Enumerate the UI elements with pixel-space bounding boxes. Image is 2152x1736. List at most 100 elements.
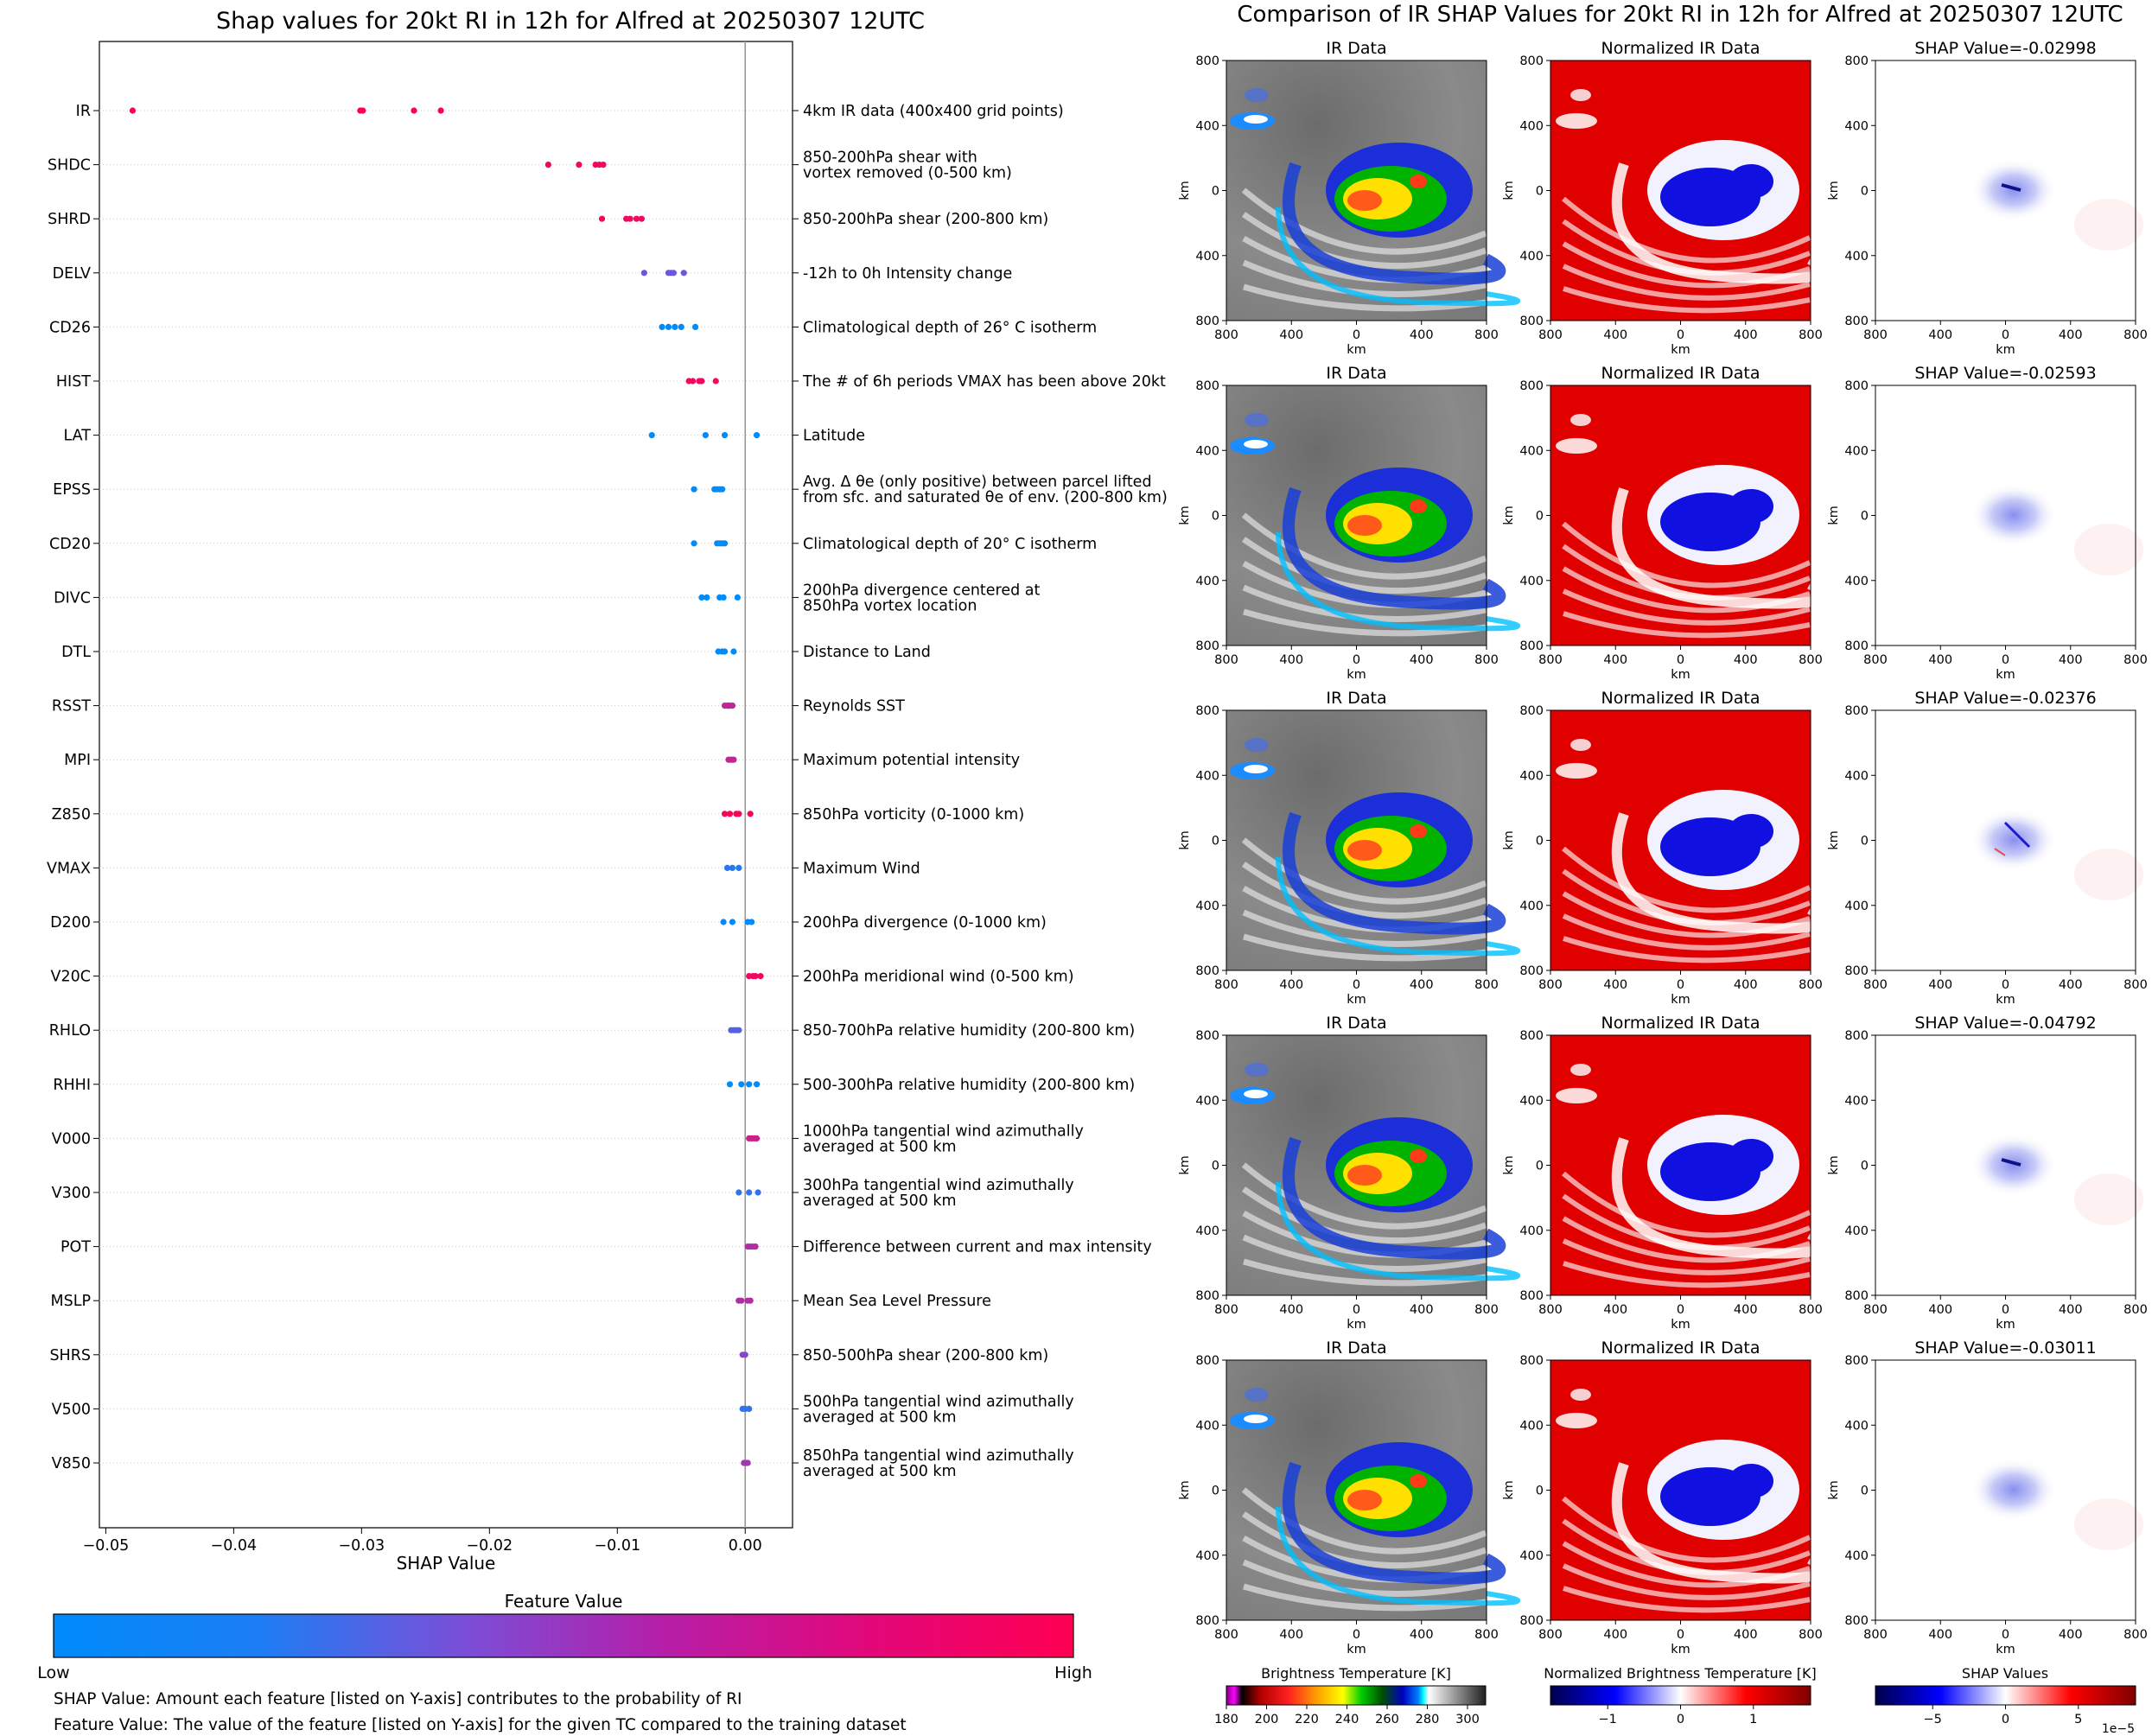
y-tick-label: 400 <box>1519 900 1544 913</box>
cloud-patch <box>1244 115 1268 124</box>
norm-cloud-patch <box>1556 763 1597 779</box>
rain-band <box>1283 486 1506 610</box>
y-axis-label: km <box>1178 506 1192 525</box>
x-axis-label: km <box>1347 343 1366 357</box>
x-tick-label: 0 <box>2002 1303 2009 1317</box>
x-tick-label: 400 <box>1603 1628 1627 1642</box>
norm-cloud-patch <box>1556 113 1597 129</box>
cloud-patch <box>1244 1090 1268 1098</box>
x-tick-label: 400 <box>1410 978 1434 992</box>
y-tick-label: 400 <box>1519 575 1544 588</box>
cloud-patch <box>1244 765 1268 773</box>
normalized-ir-panel: Normalized IR Data8008004004000040040080… <box>1502 39 1828 357</box>
normalized-ir-panel: Normalized IR Data8008004004000040040080… <box>1502 364 1828 682</box>
x-tick-label: 0 <box>1677 328 1684 342</box>
brightness-colorbar: Brightness Temperature [K] 180 200 220 240 2… <box>1214 1665 1487 1726</box>
feature-label: HIST <box>56 373 91 391</box>
shap-colorbar-title: SHAP Values <box>1962 1665 2048 1682</box>
x-tick-label: 400 <box>1928 1628 1952 1642</box>
y-tick-label: 800 <box>1519 704 1544 718</box>
rain-band <box>1283 162 1506 285</box>
feature-description: Climatological depth of 20° C isotherm <box>803 536 1097 553</box>
y-tick-label: 400 <box>1195 119 1219 133</box>
shap-point <box>738 1297 745 1304</box>
feature-label: D200 <box>50 914 91 932</box>
shap-point <box>757 973 764 980</box>
shap-point <box>691 540 697 547</box>
shap-point <box>753 1081 761 1088</box>
y-tick-label: 400 <box>1519 1094 1544 1108</box>
y-tick-label: 0 <box>1536 185 1544 199</box>
y-tick-label: 800 <box>1519 1289 1544 1303</box>
x-tick-label: 800 <box>2123 1628 2148 1642</box>
colorbar-tick-label: 1 <box>1749 1713 1757 1726</box>
feature-description: Maximum Wind <box>803 860 920 877</box>
feature-description: Distance to Land <box>803 644 931 661</box>
plot-area <box>99 41 793 1529</box>
y-tick-label: 0 <box>1861 835 1869 849</box>
normalized-colorbar-title: Normalized Brightness Temperature [K] <box>1544 1665 1817 1682</box>
x-tick-label: −0.02 <box>466 1537 513 1555</box>
shap-point <box>738 1081 745 1088</box>
shap-point <box>698 594 705 601</box>
y-axis-label: km <box>1502 1155 1516 1175</box>
y-tick-label: 400 <box>1844 769 1869 783</box>
shap-positive-streak <box>1994 848 2006 856</box>
feature-label: DIVC <box>54 589 91 607</box>
norm-cloud-patch <box>1570 1064 1591 1076</box>
storm-core <box>1410 175 1427 188</box>
feature-description: 500-300hPa relative humidity (200-800 km… <box>803 1077 1135 1094</box>
panel-title: IR Data <box>1326 364 1386 383</box>
x-tick-label: 800 <box>2123 1303 2148 1317</box>
x-axis-label: km <box>1671 1643 1690 1657</box>
x-tick-label: 800 <box>1863 1628 1888 1642</box>
shap-positive-area <box>2074 1498 2143 1550</box>
cloud-band <box>1241 537 1487 595</box>
x-tick-label: 0 <box>1353 1303 1360 1317</box>
x-tick-label: 400 <box>1279 328 1303 342</box>
y-axis-label: km <box>1178 1480 1192 1500</box>
y-tick-label: 0 <box>1212 1160 1219 1173</box>
feature-description: Reynolds SST <box>803 698 905 715</box>
x-tick-label: 800 <box>1799 328 1823 342</box>
panel-title: SHAP Value=-0.02998 <box>1914 39 2096 58</box>
shap-point <box>720 919 727 925</box>
cloud-band <box>1243 283 1487 312</box>
colorbar-tick-label: 200 <box>1255 1713 1279 1726</box>
x-tick-label: 400 <box>2059 978 2083 992</box>
feature-description: averaged at 500 km <box>803 1138 957 1155</box>
storm-core <box>1347 190 1382 211</box>
x-tick-label: 0 <box>2002 328 2009 342</box>
y-axis-label: km <box>1827 1480 1841 1500</box>
rain-band <box>1283 811 1506 935</box>
x-tick-label: 800 <box>1538 1628 1563 1642</box>
colorbar-tick-label: 240 <box>1335 1713 1359 1726</box>
x-tick-label: 0 <box>1677 1628 1684 1642</box>
shap-point <box>640 270 647 277</box>
norm-band <box>1611 1137 1828 1259</box>
rain-band <box>1276 531 1520 632</box>
shap-blob <box>1971 1134 2057 1196</box>
feature-label: SHDC <box>48 157 91 175</box>
y-tick-label: 400 <box>1519 769 1544 783</box>
shap-point <box>747 1297 754 1304</box>
feature-label: SHRS <box>49 1347 91 1364</box>
colorbar-tick-label: 180 <box>1214 1713 1238 1726</box>
shap-point <box>672 323 678 330</box>
x-tick-label: 800 <box>1538 653 1563 667</box>
shap-point <box>729 919 736 925</box>
y-tick-label: 800 <box>1195 964 1219 978</box>
x-axis-label: km <box>1347 1643 1366 1657</box>
x-tick-label: 400 <box>1410 653 1434 667</box>
x-axis-label: km <box>1671 993 1690 1007</box>
shap-point <box>638 215 645 222</box>
x-tick-label: 400 <box>1734 978 1758 992</box>
feature-description: 850hPa tangential wind azimuthally <box>803 1447 1074 1465</box>
x-tick-label: 0 <box>2002 653 2009 667</box>
x-tick-label: 800 <box>1799 653 1823 667</box>
x-tick-label: 800 <box>1538 1303 1563 1317</box>
y-tick-label: 400 <box>1195 769 1219 783</box>
shap-point <box>753 1135 761 1141</box>
y-tick-label: 400 <box>1844 900 1869 913</box>
